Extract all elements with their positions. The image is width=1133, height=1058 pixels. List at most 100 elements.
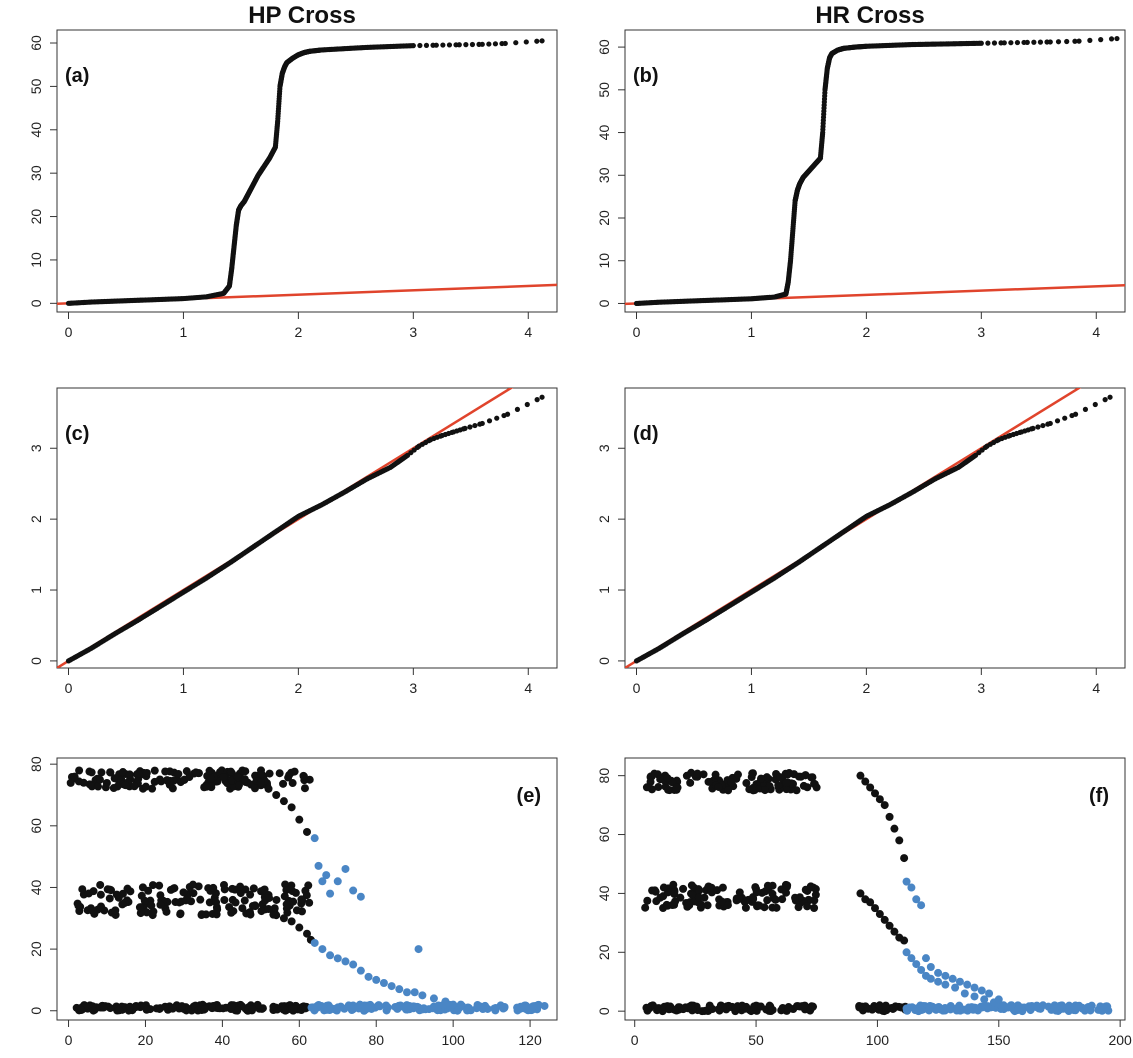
cluster-point-f [768,1005,777,1014]
cluster-point-f [696,903,705,912]
cluster-point-e [249,884,258,893]
data-point-e [310,834,319,843]
cluster-point-e [433,1003,442,1012]
cluster-point-e [148,784,157,793]
cluster-point-e [138,883,147,892]
cluster-point-e [101,783,110,792]
data-point-e [272,911,281,920]
data-point-e [341,864,350,873]
data-point-e [287,917,296,926]
x-tick-label-f: 100 [866,1032,890,1048]
x-tick-label-e: 120 [518,1032,542,1048]
cluster-point-f [715,1006,724,1015]
plot-frame-f [624,757,1126,1021]
data-point-c [534,397,540,403]
cluster-point-e [300,784,309,793]
left-column-title: HP Cross [248,2,356,29]
cluster-point-f [650,769,659,778]
cluster-point-e [142,768,151,777]
data-point-d [1082,406,1089,412]
data-point-f [861,777,870,786]
cluster-point-f [711,770,720,779]
cluster-point-f [932,1005,941,1014]
data-point-d [1107,394,1113,400]
y-tick-label-f: 0 [596,1007,612,1015]
cluster-point-f [731,1003,740,1012]
y-tick-label-e: 0 [28,1007,44,1015]
data-point-a [523,39,529,45]
cluster-point-f [782,778,791,787]
cluster-point-f [659,883,668,892]
cluster-point-e [219,773,228,782]
x-tick-label-b: 4 [1092,324,1100,340]
cluster-point-e [299,772,308,781]
cluster-point-f [881,1001,890,1010]
cluster-point-e [325,1006,334,1015]
data-point-c [514,406,521,412]
data-point-b [1087,37,1093,43]
cluster-point-e [78,885,87,894]
data-point-f [900,936,909,945]
data-point-f [955,977,964,986]
x-tick-label-c: 4 [524,680,532,696]
data-point-e [364,972,373,981]
cluster-point-e [79,778,88,787]
cluster-point-e [149,907,158,916]
cluster-point-f [676,893,685,902]
cluster-point-f [735,888,744,897]
data-point-b [1008,40,1014,46]
cluster-point-f [1038,1001,1047,1010]
cluster-point-e [302,891,311,900]
data-point-b [1037,39,1044,45]
x-tick-label-e: 40 [215,1032,231,1048]
panel-e: 0 20 40 60 80 100 120 0 20 40 60 80 (e) [28,756,558,1048]
data-point-f [926,974,935,983]
cluster-point-f [669,880,678,889]
cluster-point-f [679,1004,688,1013]
cluster-point-f [778,895,787,904]
x-tick-label-b: 2 [862,324,870,340]
cluster-point-f [782,785,791,794]
cluster-point-e [121,781,130,790]
cluster-point-e [297,895,306,904]
cluster-point-e [163,776,172,785]
cluster-point-e [162,907,171,916]
cluster-point-e [349,1005,358,1014]
cluster-point-e [94,782,103,791]
cluster-point-e [88,782,97,791]
data-point-f [951,983,960,992]
cluster-point-e [238,904,247,913]
plot-frame-d [624,387,1126,669]
data-point-a [469,41,476,48]
cluster-point-f [724,786,733,795]
cluster-point-f [903,1006,912,1015]
cluster-point-f [699,770,708,779]
cluster-point-e [374,1001,383,1010]
data-point-f [907,954,916,963]
cluster-point-e [75,766,84,775]
data-point-e [387,982,396,991]
data-point-e [356,892,365,901]
cluster-point-e [125,770,134,779]
cluster-point-f [983,1002,992,1011]
x-tick-label-f: 150 [987,1032,1011,1048]
cluster-point-f [864,1004,873,1013]
cluster-point-e [220,895,229,904]
cluster-point-f [809,1002,818,1011]
data-point-f [912,960,921,969]
cluster-point-e [234,781,243,790]
cluster-point-e [109,784,118,793]
data-point-e [303,929,311,938]
cluster-point-f [727,778,736,787]
cluster-point-e [483,1004,492,1013]
cluster-point-e [202,782,211,791]
cluster-point-f [855,1003,864,1012]
cluster-point-e [226,767,235,776]
y-tick-label-a: 50 [28,78,44,94]
data-point-c [472,422,478,429]
data-point-d [1047,420,1053,427]
cluster-point-e [179,888,188,897]
data-point-f [941,971,950,980]
cluster-point-f [875,1001,884,1010]
x-tick-label-d: 2 [862,680,870,696]
